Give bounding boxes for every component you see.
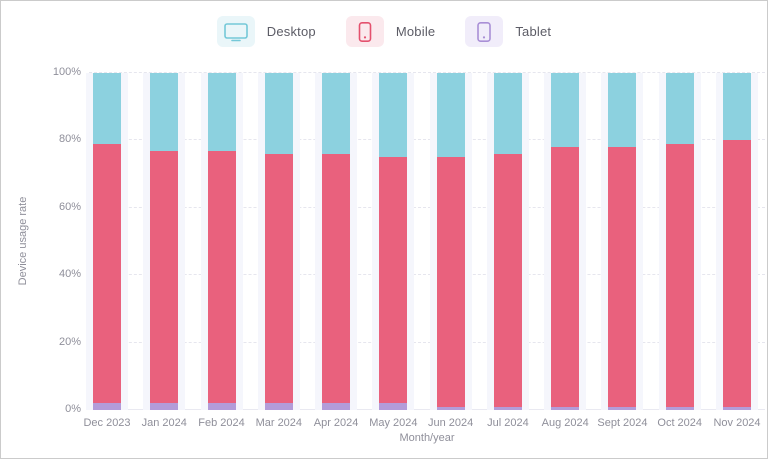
y-tick-label: 80% bbox=[58, 133, 81, 146]
gridline-20 bbox=[89, 341, 765, 343]
bar-segment-tablet[interactable] bbox=[379, 403, 408, 410]
bar-segment-mobile[interactable] bbox=[379, 157, 408, 404]
gridline-80 bbox=[89, 139, 765, 141]
mobile-legend-chip bbox=[345, 16, 384, 47]
bar-segment-mobile[interactable] bbox=[322, 153, 351, 404]
bar-segment-tablet[interactable] bbox=[436, 406, 465, 410]
gridline-0 bbox=[89, 409, 765, 410]
bar-segment-desktop[interactable] bbox=[493, 73, 522, 154]
x-tick-label: Aug 2024 bbox=[541, 417, 589, 429]
x-tick-label: Feb 2024 bbox=[198, 417, 245, 429]
bar-segment-desktop[interactable] bbox=[207, 73, 236, 151]
x-axis-title: Month/year bbox=[399, 432, 455, 444]
legend-item-desktop[interactable]: Desktop bbox=[216, 16, 316, 47]
gridline-40 bbox=[89, 274, 765, 276]
x-tick-label: Jun 2024 bbox=[427, 417, 474, 429]
bar-segment-desktop[interactable] bbox=[264, 73, 293, 154]
y-tick-label: 60% bbox=[58, 200, 81, 213]
mobile-icon bbox=[358, 21, 372, 42]
bar-segment-desktop[interactable] bbox=[379, 73, 408, 158]
stacked-bar-feb-2024[interactable] bbox=[207, 73, 236, 410]
x-tick-label: Apr 2024 bbox=[313, 417, 359, 429]
bar-segment-desktop[interactable] bbox=[93, 73, 121, 144]
y-tick-label: 20% bbox=[58, 335, 81, 348]
desktop-icon bbox=[223, 22, 248, 41]
legend-label-mobile: Mobile bbox=[395, 24, 436, 39]
x-tick-label: May 2024 bbox=[369, 417, 418, 429]
legend-label-desktop: Desktop bbox=[266, 24, 316, 39]
stacked-bar-jan-2024[interactable] bbox=[150, 73, 179, 410]
bar-segment-tablet[interactable] bbox=[551, 406, 580, 410]
stacked-bar-apr-2024[interactable] bbox=[322, 73, 351, 410]
x-tick-label: Nov 2024 bbox=[713, 417, 761, 429]
stacked-bar-mar-2024[interactable] bbox=[264, 73, 293, 410]
y-tick-label: 40% bbox=[58, 268, 81, 281]
x-tick-label: Oct 2024 bbox=[657, 417, 703, 429]
stacked-bar-sept-2024[interactable] bbox=[608, 73, 637, 410]
y-tick-label: 0% bbox=[65, 403, 81, 415]
bar-segment-tablet[interactable] bbox=[93, 403, 121, 410]
bar-segment-desktop[interactable] bbox=[322, 73, 351, 154]
bar-segment-mobile[interactable] bbox=[608, 147, 637, 407]
bar-segment-mobile[interactable] bbox=[665, 143, 694, 407]
bar-segment-desktop[interactable] bbox=[436, 73, 465, 158]
desktop-legend-chip bbox=[216, 16, 255, 47]
gridline-100 bbox=[89, 72, 765, 73]
bar-segment-desktop[interactable] bbox=[665, 73, 694, 144]
legend-label-tablet: Tablet bbox=[515, 24, 552, 39]
tablet-icon bbox=[477, 21, 492, 42]
x-tick-label: Mar 2024 bbox=[255, 417, 303, 429]
y-tick-label: 100% bbox=[52, 66, 81, 78]
bar-segment-desktop[interactable] bbox=[608, 73, 637, 148]
stacked-bar-nov-2024[interactable] bbox=[723, 73, 751, 410]
bar-segment-mobile[interactable] bbox=[493, 153, 522, 407]
stacked-bar-jun-2024[interactable] bbox=[436, 73, 465, 410]
stacked-bar-aug-2024[interactable] bbox=[551, 73, 580, 410]
bar-segment-mobile[interactable] bbox=[93, 143, 121, 404]
bar-segment-mobile[interactable] bbox=[723, 140, 751, 407]
legend-item-tablet[interactable]: Tablet bbox=[465, 16, 551, 47]
x-tick-label: Dec 2023 bbox=[83, 417, 131, 429]
bar-segment-mobile[interactable] bbox=[150, 150, 179, 404]
bar-segment-tablet[interactable] bbox=[608, 406, 637, 410]
bar-segment-tablet[interactable] bbox=[264, 403, 293, 410]
gridline-60 bbox=[89, 206, 765, 208]
stacked-bar-oct-2024[interactable] bbox=[665, 73, 694, 410]
x-tick-label: Jul 2024 bbox=[487, 417, 529, 429]
bar-segment-tablet[interactable] bbox=[150, 403, 179, 410]
stacked-bar-dec-2023[interactable] bbox=[93, 73, 121, 410]
stacked-bar-jul-2024[interactable] bbox=[493, 73, 522, 410]
bar-segment-tablet[interactable] bbox=[322, 403, 351, 410]
bar-segment-mobile[interactable] bbox=[551, 147, 580, 407]
x-tick-label: Sept 2024 bbox=[597, 417, 648, 429]
bar-segment-tablet[interactable] bbox=[723, 406, 751, 410]
bar-segment-tablet[interactable] bbox=[665, 406, 694, 410]
bar-segment-desktop[interactable] bbox=[723, 73, 751, 141]
bar-segment-tablet[interactable] bbox=[207, 403, 236, 410]
plot-area bbox=[86, 72, 765, 410]
bar-segment-mobile[interactable] bbox=[207, 150, 236, 404]
bar-segment-desktop[interactable] bbox=[150, 73, 179, 151]
legend-item-mobile[interactable]: Mobile bbox=[345, 16, 436, 47]
bar-segment-tablet[interactable] bbox=[493, 406, 522, 410]
stacked-bar-may-2024[interactable] bbox=[379, 73, 408, 410]
bar-segment-mobile[interactable] bbox=[436, 157, 465, 407]
y-axis-title: Device usage rate bbox=[17, 196, 29, 286]
bar-segment-desktop[interactable] bbox=[551, 73, 580, 148]
bar-segment-mobile[interactable] bbox=[264, 153, 293, 404]
x-tick-label: Jan 2024 bbox=[141, 417, 187, 429]
tablet-legend-chip bbox=[465, 16, 504, 47]
chart-legend: Desktop Mobile Tablet bbox=[1, 16, 767, 47]
